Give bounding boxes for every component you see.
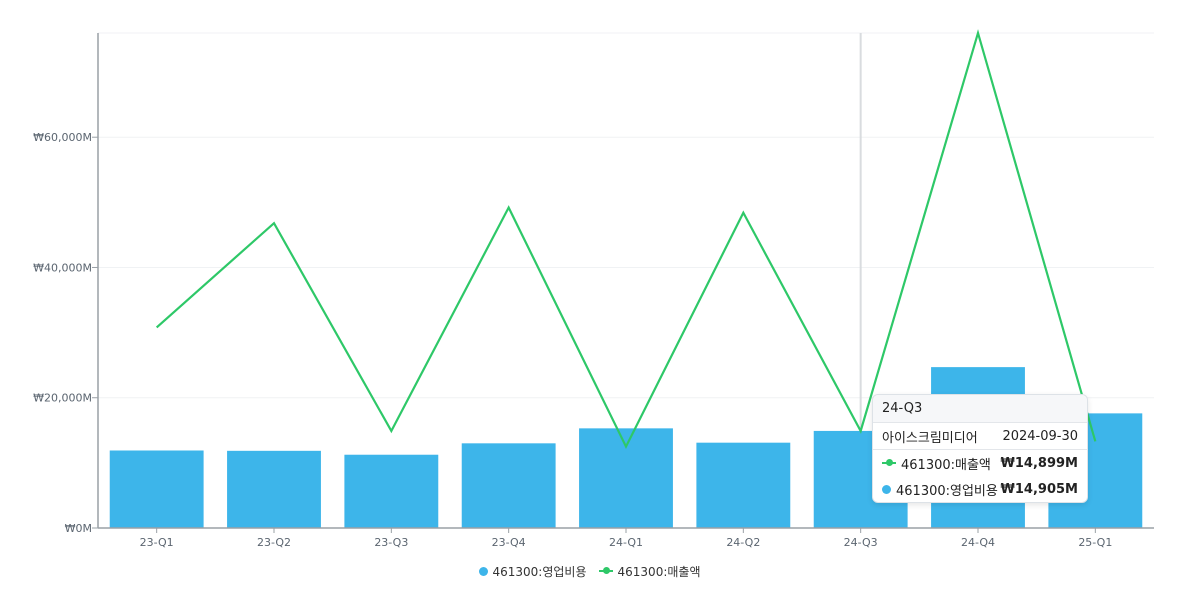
x-tick-label: 24-Q3 <box>844 536 878 549</box>
tooltip-revenue-row: 461300:매출액 ₩14,899M <box>873 450 1087 476</box>
tooltip-company-row: 아이스크림미디어 2024-09-30 <box>873 423 1087 450</box>
x-tick-label: 23-Q4 <box>492 536 526 549</box>
x-tick-label: 24-Q2 <box>726 536 760 549</box>
x-tick-label: 23-Q2 <box>257 536 291 549</box>
tooltip-revenue-label: 461300:매출액 <box>901 457 991 473</box>
x-tick-label: 23-Q3 <box>374 536 408 549</box>
legend-item-operating-cost[interactable]: 461300:영업비용 <box>478 563 587 580</box>
x-tick-label: 24-Q1 <box>609 536 643 549</box>
x-tick-label: 24-Q4 <box>961 536 995 549</box>
bar <box>227 450 321 528</box>
y-tick-label: ₩20,000M <box>33 392 92 405</box>
legend-label-revenue: 461300:매출액 <box>617 564 701 579</box>
bar <box>344 454 439 528</box>
combo-chart: ₩0M ₩20,000M ₩40,000M ₩60,000M 23-Q1 23-Q2 23-… <box>33 29 1154 549</box>
tooltip-revenue-value: ₩14,899M <box>1000 455 1078 471</box>
chart-legend: 461300:영업비용 461300:매출액 <box>0 561 1179 581</box>
y-tick-label: ₩0M <box>65 522 92 535</box>
tooltip-cost-row: 461300:영업비용 ₩14,905M <box>873 476 1087 502</box>
legend-item-revenue[interactable]: 461300:매출액 <box>598 563 701 580</box>
tooltip-line-marker <box>882 459 896 466</box>
x-tick-label: 25-Q1 <box>1078 536 1112 549</box>
legend-label-operating-cost: 461300:영업비용 <box>492 564 587 579</box>
revenue-line <box>155 29 1097 450</box>
bar <box>461 443 556 528</box>
tooltip-date: 2024-09-30 <box>1002 428 1078 444</box>
bar <box>696 442 791 528</box>
tooltip-title: 24-Q3 <box>873 395 1087 423</box>
tooltip-cost-label: 461300:영업비용 <box>896 483 998 499</box>
tooltip-dot-marker <box>882 484 891 494</box>
chart-tooltip: 24-Q3 아이스크림미디어 2024-09-30 461300:매출액 ₩14… <box>872 394 1088 503</box>
x-tick-label: 23-Q1 <box>140 536 174 549</box>
tooltip-company: 아이스크림미디어 <box>882 430 978 446</box>
bar <box>579 428 673 528</box>
legend-bar-marker <box>478 566 488 576</box>
tooltip-cost-value: ₩14,905M <box>1000 481 1078 497</box>
bar <box>109 450 204 528</box>
y-tick-label: ₩40,000M <box>33 261 92 274</box>
y-tick-label: ₩60,000M <box>33 131 92 144</box>
legend-line-marker <box>598 567 613 574</box>
